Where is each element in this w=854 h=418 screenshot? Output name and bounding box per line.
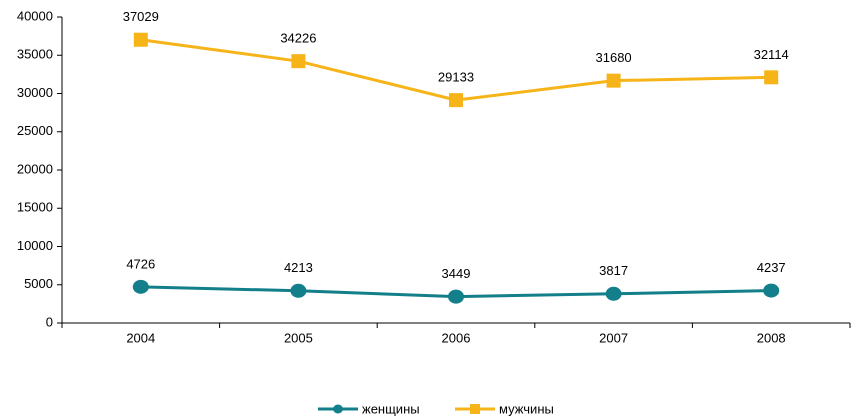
x-tick-label: 2008: [757, 330, 786, 345]
data-point: [763, 283, 780, 298]
y-tick-label: 5000: [24, 276, 53, 291]
y-tick-label: 0: [46, 314, 53, 329]
y-tick-label: 40000: [17, 8, 53, 23]
data-label: 29133: [438, 70, 474, 85]
data-point: [448, 289, 464, 304]
data-point: [290, 283, 307, 298]
y-tick-label: 15000: [17, 200, 53, 215]
x-tick-label: 2006: [442, 330, 471, 345]
x-tick-label: 2007: [599, 330, 628, 345]
data-label: 4726: [126, 256, 155, 271]
y-tick-label: 30000: [17, 85, 53, 100]
data-point: [449, 93, 463, 108]
x-tick-label: 2004: [126, 330, 155, 345]
data-label: 34226: [280, 31, 316, 46]
y-tick-label: 20000: [17, 161, 53, 176]
data-point: [133, 32, 148, 47]
data-label: 4237: [757, 260, 786, 275]
data-label: 32114: [754, 47, 789, 62]
data-label: 31680: [596, 50, 632, 65]
data-point: [605, 286, 622, 301]
data-point: [132, 279, 149, 294]
data-point: [606, 73, 621, 88]
data-label: 37029: [123, 9, 159, 24]
data-point: [291, 54, 306, 69]
y-tick-label: 25000: [17, 123, 53, 138]
data-label: 3817: [599, 263, 628, 278]
data-point: [764, 70, 779, 85]
data-label: 3449: [442, 266, 471, 281]
legend-label: женщины: [362, 401, 420, 416]
data-label: 4213: [284, 260, 313, 275]
x-tick-label: 2005: [284, 330, 313, 345]
legend-marker: [333, 404, 343, 414]
y-tick-label: 10000: [17, 238, 53, 253]
y-tick-label: 35000: [17, 47, 53, 62]
legend-marker: [470, 404, 480, 414]
legend-label: мужчины: [499, 401, 554, 416]
